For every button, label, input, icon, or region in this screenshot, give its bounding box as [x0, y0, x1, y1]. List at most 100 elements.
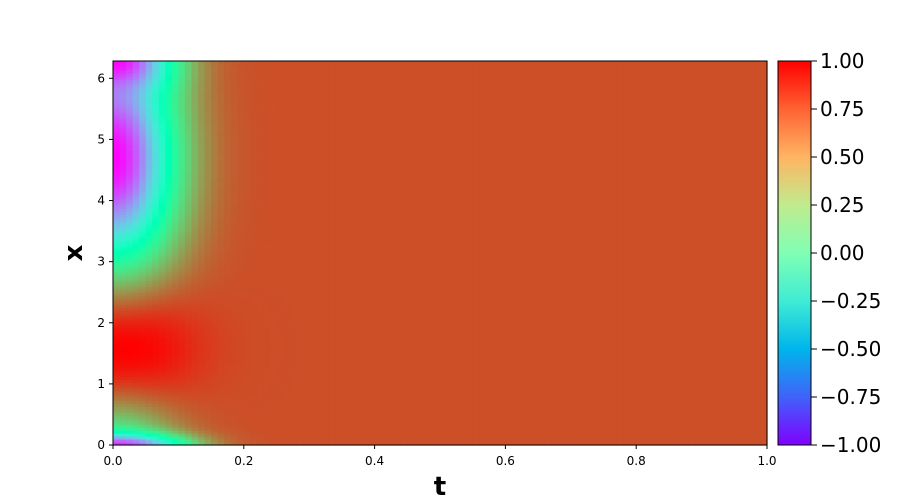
heatmap-cell — [198, 250, 206, 254]
heatmap-cell — [132, 412, 140, 416]
heatmap-cell — [269, 442, 278, 446]
heatmap-cell — [165, 112, 173, 116]
heatmap-cell — [178, 382, 186, 386]
heatmap-cell — [328, 373, 336, 377]
heatmap-cell — [171, 64, 179, 68]
heatmap-cell — [198, 418, 206, 422]
heatmap-cell — [139, 136, 147, 140]
heatmap-cell — [276, 70, 284, 74]
heatmap-cell — [335, 250, 343, 254]
heatmap-cell — [191, 109, 199, 113]
heatmap-cell — [269, 91, 278, 95]
heatmap-cell — [243, 121, 251, 125]
heatmap-cell — [243, 136, 251, 140]
heatmap-cell — [335, 397, 343, 401]
heatmap-cell — [178, 403, 186, 407]
heatmap-cell — [145, 76, 153, 80]
heatmap-cell — [165, 379, 173, 383]
heatmap-cell — [230, 166, 238, 170]
heatmap-cell — [283, 310, 291, 314]
heatmap-cell — [113, 61, 121, 65]
heatmap-cell — [184, 82, 193, 86]
heatmap-cell — [269, 379, 278, 383]
heatmap-cell — [165, 412, 173, 416]
heatmap-cell — [191, 97, 199, 101]
heatmap-cell — [230, 85, 238, 89]
heatmap-cell — [165, 73, 173, 77]
heatmap-cell — [217, 361, 225, 365]
heatmap-cell — [139, 373, 147, 377]
heatmap-cell — [263, 91, 271, 95]
heatmap-cell — [250, 244, 258, 248]
heatmap-cell — [126, 337, 134, 341]
heatmap-cell — [328, 346, 336, 350]
heatmap-cell — [178, 115, 186, 119]
heatmap-cell — [198, 391, 206, 395]
heatmap-cell — [289, 340, 297, 344]
heatmap-cell — [224, 403, 232, 407]
heatmap-cell — [145, 241, 153, 245]
heatmap-cell — [296, 130, 304, 134]
heatmap-cell — [315, 64, 323, 68]
heatmap-cell — [243, 106, 251, 110]
heatmap-cell — [139, 352, 147, 356]
heatmap-cell — [152, 148, 160, 152]
heatmap-cell — [132, 70, 140, 74]
heatmap-cell — [302, 316, 310, 320]
heatmap-cell — [204, 85, 212, 89]
heatmap-cell — [217, 319, 225, 323]
heatmap-cell — [165, 277, 173, 281]
heatmap-cell — [250, 355, 258, 359]
heatmap-cell — [256, 193, 265, 197]
heatmap-cell — [328, 187, 336, 191]
heatmap-cell — [302, 424, 310, 428]
heatmap-cell — [315, 379, 323, 383]
heatmap-cell — [165, 136, 173, 140]
heatmap-cell — [152, 127, 160, 131]
heatmap-cell — [335, 370, 343, 374]
heatmap-cell — [302, 175, 310, 179]
heatmap-cell — [230, 316, 238, 320]
heatmap-cell — [335, 382, 343, 386]
heatmap-cell — [184, 145, 193, 149]
heatmap-cell — [126, 229, 134, 233]
heatmap-cell — [269, 406, 278, 410]
heatmap-cell — [113, 76, 121, 80]
heatmap-cell — [139, 283, 147, 287]
heatmap-cell — [158, 118, 166, 122]
heatmap-cell — [132, 418, 140, 422]
heatmap-cell — [309, 214, 317, 218]
heatmap-cell — [237, 115, 245, 119]
heatmap-cell — [184, 172, 193, 176]
heatmap-cell — [315, 301, 323, 305]
heatmap-cell — [335, 235, 343, 239]
heatmap-cell — [276, 217, 284, 221]
heatmap-cell — [256, 328, 265, 332]
heatmap-cell — [276, 112, 284, 116]
heatmap-cell — [119, 256, 127, 260]
heatmap-cell — [243, 79, 251, 83]
heatmap-cell — [132, 124, 140, 128]
heatmap-cell — [178, 127, 186, 131]
heatmap-cell — [178, 268, 186, 272]
heatmap-cell — [145, 211, 153, 215]
heatmap-cell — [250, 166, 258, 170]
heatmap-cell — [315, 130, 323, 134]
heatmap-cell — [165, 109, 173, 113]
heatmap-cell — [309, 160, 317, 164]
heatmap-cell — [283, 169, 291, 173]
heatmap-cell — [178, 88, 186, 92]
heatmap-cell — [191, 265, 199, 269]
heatmap-cell — [152, 163, 160, 167]
heatmap-cell — [217, 94, 225, 98]
heatmap-cell — [322, 256, 330, 260]
heatmap-cell — [315, 118, 323, 122]
heatmap-cell — [204, 235, 212, 239]
heatmap-cell — [126, 115, 134, 119]
heatmap-cell — [224, 244, 232, 248]
heatmap-cell — [328, 376, 336, 380]
heatmap-cell — [126, 196, 134, 200]
heatmap-cell — [250, 85, 258, 89]
heatmap-cell — [126, 160, 134, 164]
heatmap-cell — [269, 73, 278, 77]
